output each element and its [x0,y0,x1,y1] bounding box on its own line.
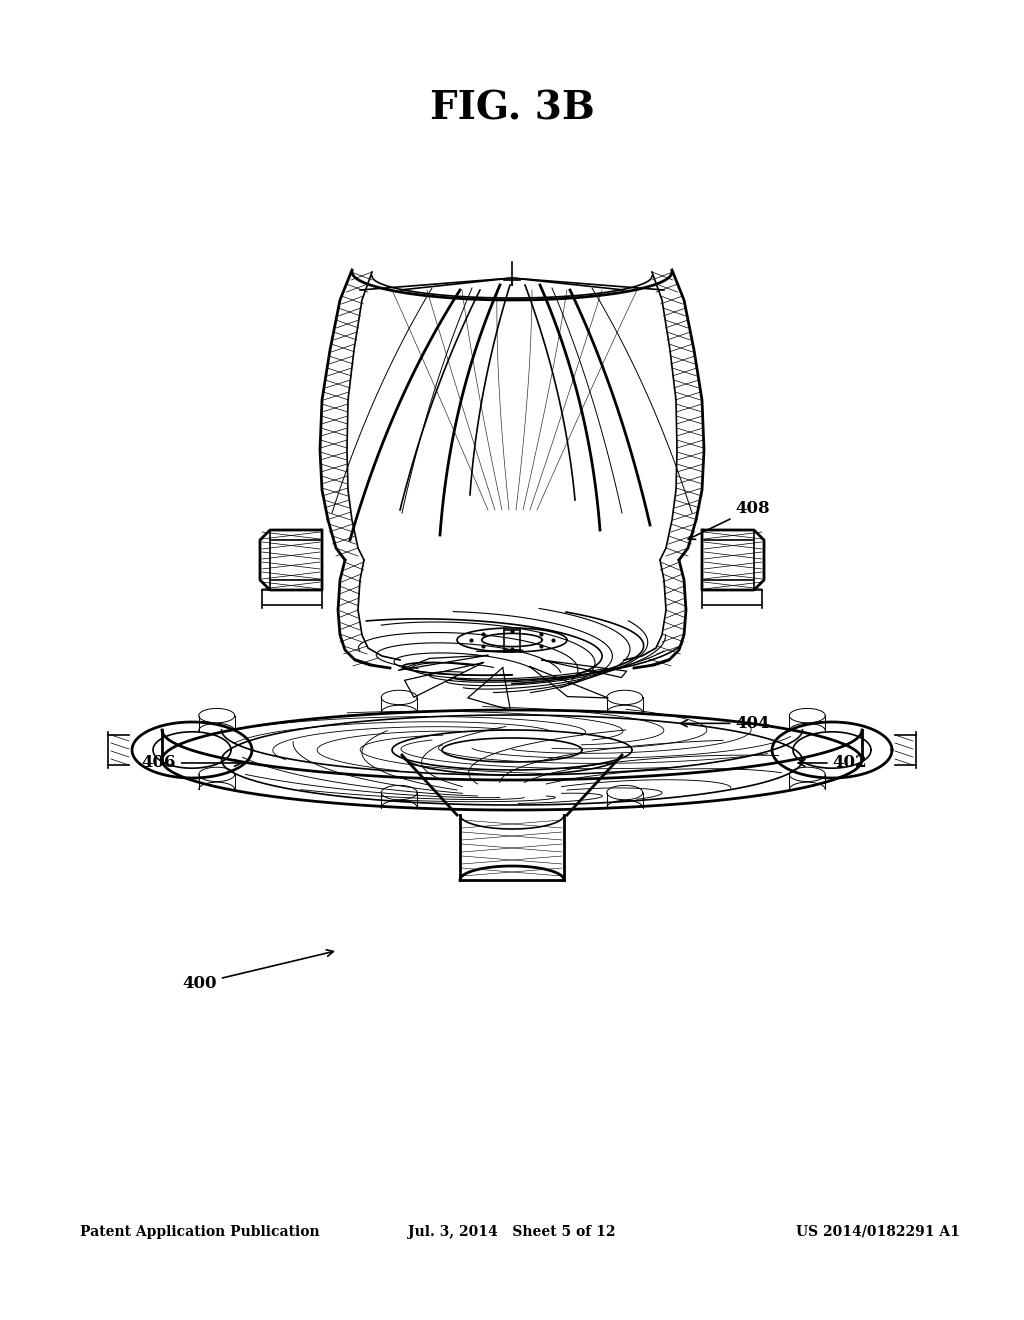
Text: US 2014/0182291 A1: US 2014/0182291 A1 [796,1225,961,1238]
Text: Jul. 3, 2014   Sheet 5 of 12: Jul. 3, 2014 Sheet 5 of 12 [409,1225,615,1238]
Text: 406: 406 [141,755,241,771]
Text: 402: 402 [799,755,867,771]
Text: FIG. 3B: FIG. 3B [430,90,594,127]
Text: 408: 408 [688,500,770,540]
Text: 404: 404 [681,715,770,731]
Text: Patent Application Publication: Patent Application Publication [80,1225,319,1238]
Text: 400: 400 [182,950,334,991]
